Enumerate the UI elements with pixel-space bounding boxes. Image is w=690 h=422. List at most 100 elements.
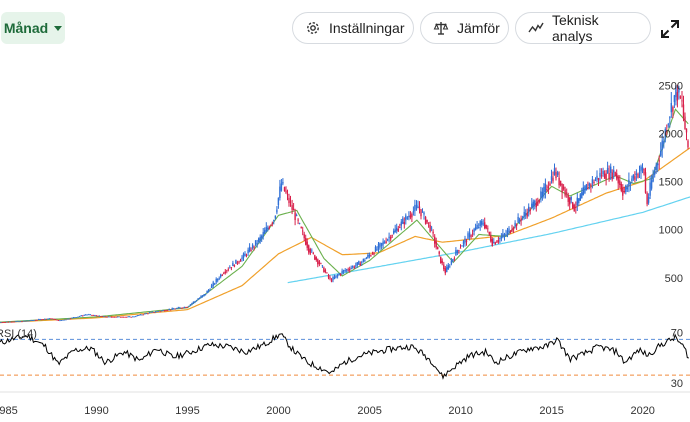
candle-body — [506, 230, 509, 234]
candle-body — [415, 204, 418, 210]
candle-body — [518, 219, 521, 221]
x-axis: 1985 1990 1995 2000 2005 2010 2015 2020 — [0, 405, 655, 417]
candle-body — [468, 232, 471, 238]
candle-body — [418, 206, 421, 210]
candle-body — [248, 246, 251, 252]
candle-body — [666, 130, 668, 132]
candle-body — [107, 316, 110, 318]
candle-body — [528, 206, 530, 212]
candle-body — [210, 285, 213, 288]
candle-body — [464, 238, 466, 243]
candle-body — [479, 221, 481, 227]
candle-body — [427, 222, 430, 224]
candle-body — [582, 187, 584, 196]
candle-body — [456, 250, 459, 253]
candle-body — [390, 236, 392, 240]
candle-body — [166, 310, 169, 311]
technical-analysis-button[interactable]: Teknisk analys — [515, 12, 651, 44]
candle-body — [526, 213, 528, 217]
candle-body — [356, 262, 358, 266]
candle-body — [380, 243, 383, 246]
candle-body — [103, 316, 105, 318]
candle-body — [394, 229, 396, 233]
candle-body — [77, 316, 79, 318]
candle-body — [496, 241, 498, 243]
candle-body — [98, 315, 101, 317]
candle-body — [244, 253, 246, 257]
candle-body — [370, 255, 372, 256]
period-dropdown-button[interactable]: Månad — [1, 12, 65, 44]
price-chart[interactable]: 500 1000 1500 2000 2500 RSI (14) 30 70 1985 199… — [0, 58, 690, 422]
candle-body — [484, 222, 486, 229]
candle-body — [644, 172, 647, 193]
candle-body — [291, 205, 293, 210]
candle-body — [652, 173, 654, 182]
candle-body — [584, 186, 586, 193]
candle-body — [537, 201, 539, 206]
candle-body — [426, 219, 428, 223]
candle-body — [141, 314, 143, 316]
candle-body — [286, 194, 289, 196]
candle-body — [614, 172, 616, 176]
candle-body — [47, 318, 49, 320]
candle-body — [3, 322, 5, 323]
candle-body — [355, 265, 357, 267]
compare-button[interactable]: Jämför — [420, 12, 509, 44]
rsi-panel: RSI (14) 30 70 — [0, 327, 690, 390]
candle-body — [60, 320, 63, 321]
candle-body — [423, 212, 425, 215]
candle-body — [50, 318, 52, 320]
candle-body — [332, 277, 334, 280]
candle-body — [217, 279, 219, 281]
candle-body — [505, 234, 507, 236]
candle-body — [69, 318, 72, 320]
candle-body — [321, 265, 324, 267]
candle-body — [35, 320, 37, 321]
candle-body — [22, 320, 25, 322]
expand-icon[interactable] — [659, 18, 681, 40]
candle-body — [669, 117, 671, 119]
candle-body — [603, 173, 606, 179]
settings-button[interactable]: Inställningar — [292, 12, 414, 44]
candle-body — [326, 272, 328, 274]
candle-body — [452, 259, 454, 261]
candle-body — [641, 167, 644, 171]
candle-body — [226, 270, 228, 272]
candle-body — [139, 314, 141, 316]
candle-body — [667, 124, 669, 126]
candle-body — [189, 304, 192, 306]
candle-body — [608, 173, 610, 180]
candle-body — [279, 186, 281, 198]
candle-body — [242, 253, 245, 258]
candle-body — [529, 209, 531, 211]
candle-body — [549, 183, 551, 186]
candle-body — [27, 320, 29, 322]
candle-body — [262, 232, 264, 237]
candle-body — [597, 178, 600, 180]
candle-body — [632, 174, 635, 179]
candle-body — [51, 318, 53, 320]
candle-body — [320, 263, 322, 265]
candle-body — [85, 314, 87, 316]
candle-body — [467, 233, 469, 239]
candle-body — [562, 186, 565, 190]
candle-body — [435, 241, 437, 248]
candle-body — [544, 183, 547, 192]
candle-body — [478, 227, 480, 228]
candle-body — [83, 315, 85, 316]
candle-body — [10, 321, 13, 323]
candle-body — [657, 163, 659, 166]
candle-body — [663, 141, 665, 144]
candle-body — [474, 227, 477, 231]
candle-body — [109, 316, 111, 318]
candle-body — [173, 308, 175, 310]
candle-body — [424, 217, 427, 224]
candle-body — [227, 269, 229, 271]
candle-body — [126, 316, 128, 318]
candle-body — [685, 128, 688, 133]
candle-body — [459, 247, 462, 249]
candle-body — [576, 197, 578, 206]
candle-body — [56, 319, 58, 321]
candle-body — [148, 312, 151, 314]
candle-body — [532, 201, 534, 207]
